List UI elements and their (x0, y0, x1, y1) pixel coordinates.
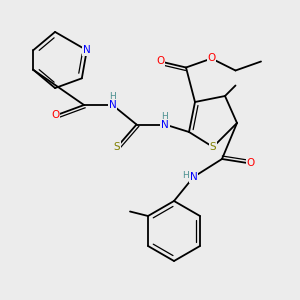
Text: O: O (207, 53, 216, 64)
Text: H: H (182, 171, 188, 180)
Text: S: S (114, 142, 120, 152)
Text: O: O (51, 110, 60, 121)
Text: N: N (161, 119, 169, 130)
Text: N: N (83, 45, 91, 55)
Text: N: N (190, 172, 197, 182)
Text: O: O (156, 56, 165, 67)
Text: O: O (246, 158, 255, 169)
Text: H: H (162, 112, 168, 121)
Text: H: H (109, 92, 116, 101)
Text: N: N (109, 100, 116, 110)
Text: S: S (210, 142, 216, 152)
